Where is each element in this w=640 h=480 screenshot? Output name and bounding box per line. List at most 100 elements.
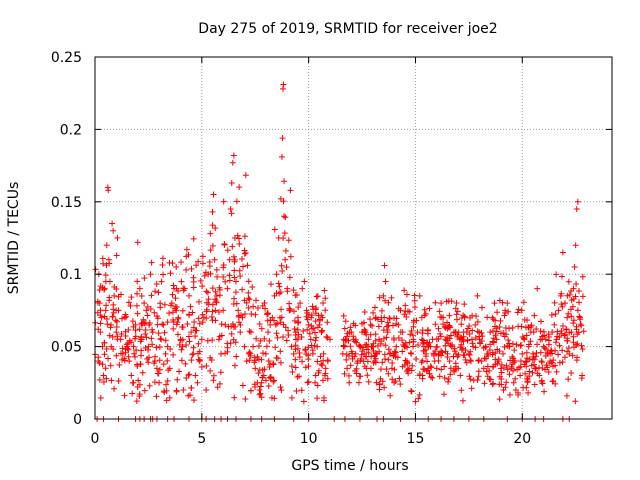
data-point <box>386 315 393 322</box>
data-point <box>203 387 210 394</box>
data-point <box>309 303 316 310</box>
data-point <box>267 281 274 288</box>
data-point <box>580 328 587 335</box>
data-point <box>115 378 122 385</box>
data-point <box>227 206 234 213</box>
data-point <box>119 315 126 322</box>
data-point <box>482 344 489 351</box>
data-point <box>201 272 208 279</box>
data-point <box>169 260 176 267</box>
data-point <box>228 179 235 186</box>
data-point <box>572 293 579 300</box>
data-point <box>166 310 173 317</box>
data-point <box>156 343 163 350</box>
data-point <box>170 351 177 358</box>
data-point <box>314 382 321 389</box>
data-point <box>524 355 531 362</box>
data-point <box>461 301 468 308</box>
data-point <box>293 388 300 395</box>
data-point <box>246 296 253 303</box>
data-point <box>559 347 566 354</box>
data-point <box>148 259 155 266</box>
y-tick-label: 0.2 <box>60 122 82 138</box>
data-point <box>480 365 487 372</box>
data-point <box>565 376 572 383</box>
data-point <box>138 293 145 300</box>
data-point <box>385 299 392 306</box>
data-point <box>578 342 585 349</box>
data-point <box>202 269 209 276</box>
data-point <box>231 256 238 263</box>
data-point <box>458 314 465 321</box>
data-point <box>253 335 260 342</box>
data-point <box>541 344 548 351</box>
data-point <box>466 330 473 337</box>
data-point <box>295 319 302 326</box>
data-point <box>158 278 165 285</box>
data-point <box>250 303 257 310</box>
data-point <box>312 310 319 317</box>
data-point <box>565 310 572 317</box>
data-point <box>429 374 436 381</box>
data-point <box>491 300 498 307</box>
data-point <box>155 289 162 296</box>
data-point <box>559 303 566 310</box>
data-point <box>475 373 482 380</box>
data-point <box>247 350 254 357</box>
data-point <box>196 348 203 355</box>
data-point <box>136 393 143 400</box>
data-point <box>424 358 431 365</box>
data-point <box>537 328 544 335</box>
data-point <box>99 361 106 368</box>
data-point <box>555 351 562 358</box>
data-point <box>467 376 474 383</box>
data-point <box>452 305 459 312</box>
data-point <box>95 354 102 361</box>
data-point <box>534 370 541 377</box>
data-point <box>220 262 227 269</box>
data-point <box>518 323 525 330</box>
data-point <box>238 255 245 262</box>
data-point <box>496 396 503 403</box>
data-point <box>498 375 505 382</box>
data-point <box>317 353 324 360</box>
data-point <box>403 313 410 320</box>
data-point <box>178 346 185 353</box>
data-point <box>391 366 398 373</box>
data-point <box>478 304 485 311</box>
data-point <box>261 299 268 306</box>
data-point <box>483 368 490 375</box>
data-point <box>496 323 503 330</box>
data-point <box>237 273 244 280</box>
data-point <box>279 135 286 142</box>
data-point <box>365 378 372 385</box>
data-point <box>556 342 563 349</box>
data-point <box>184 321 191 328</box>
data-point <box>175 288 182 295</box>
data-point <box>447 365 454 372</box>
data-point <box>558 290 565 297</box>
data-point <box>539 380 546 387</box>
data-point <box>218 332 225 339</box>
data-point <box>190 235 197 242</box>
data-point <box>198 363 205 370</box>
data-point <box>236 241 243 248</box>
data-point <box>322 295 329 302</box>
data-point <box>544 349 551 356</box>
data-point <box>422 346 429 353</box>
data-point <box>301 278 308 285</box>
data-point <box>503 331 510 338</box>
data-point <box>179 307 186 314</box>
data-point <box>128 294 135 301</box>
data-point <box>136 285 143 292</box>
data-point <box>173 263 180 270</box>
data-point <box>459 397 466 404</box>
data-point <box>481 355 488 362</box>
data-point <box>231 274 238 281</box>
data-point <box>324 319 331 326</box>
data-point <box>209 285 216 292</box>
data-point <box>493 325 500 332</box>
data-point <box>133 302 140 309</box>
data-point <box>151 309 158 316</box>
